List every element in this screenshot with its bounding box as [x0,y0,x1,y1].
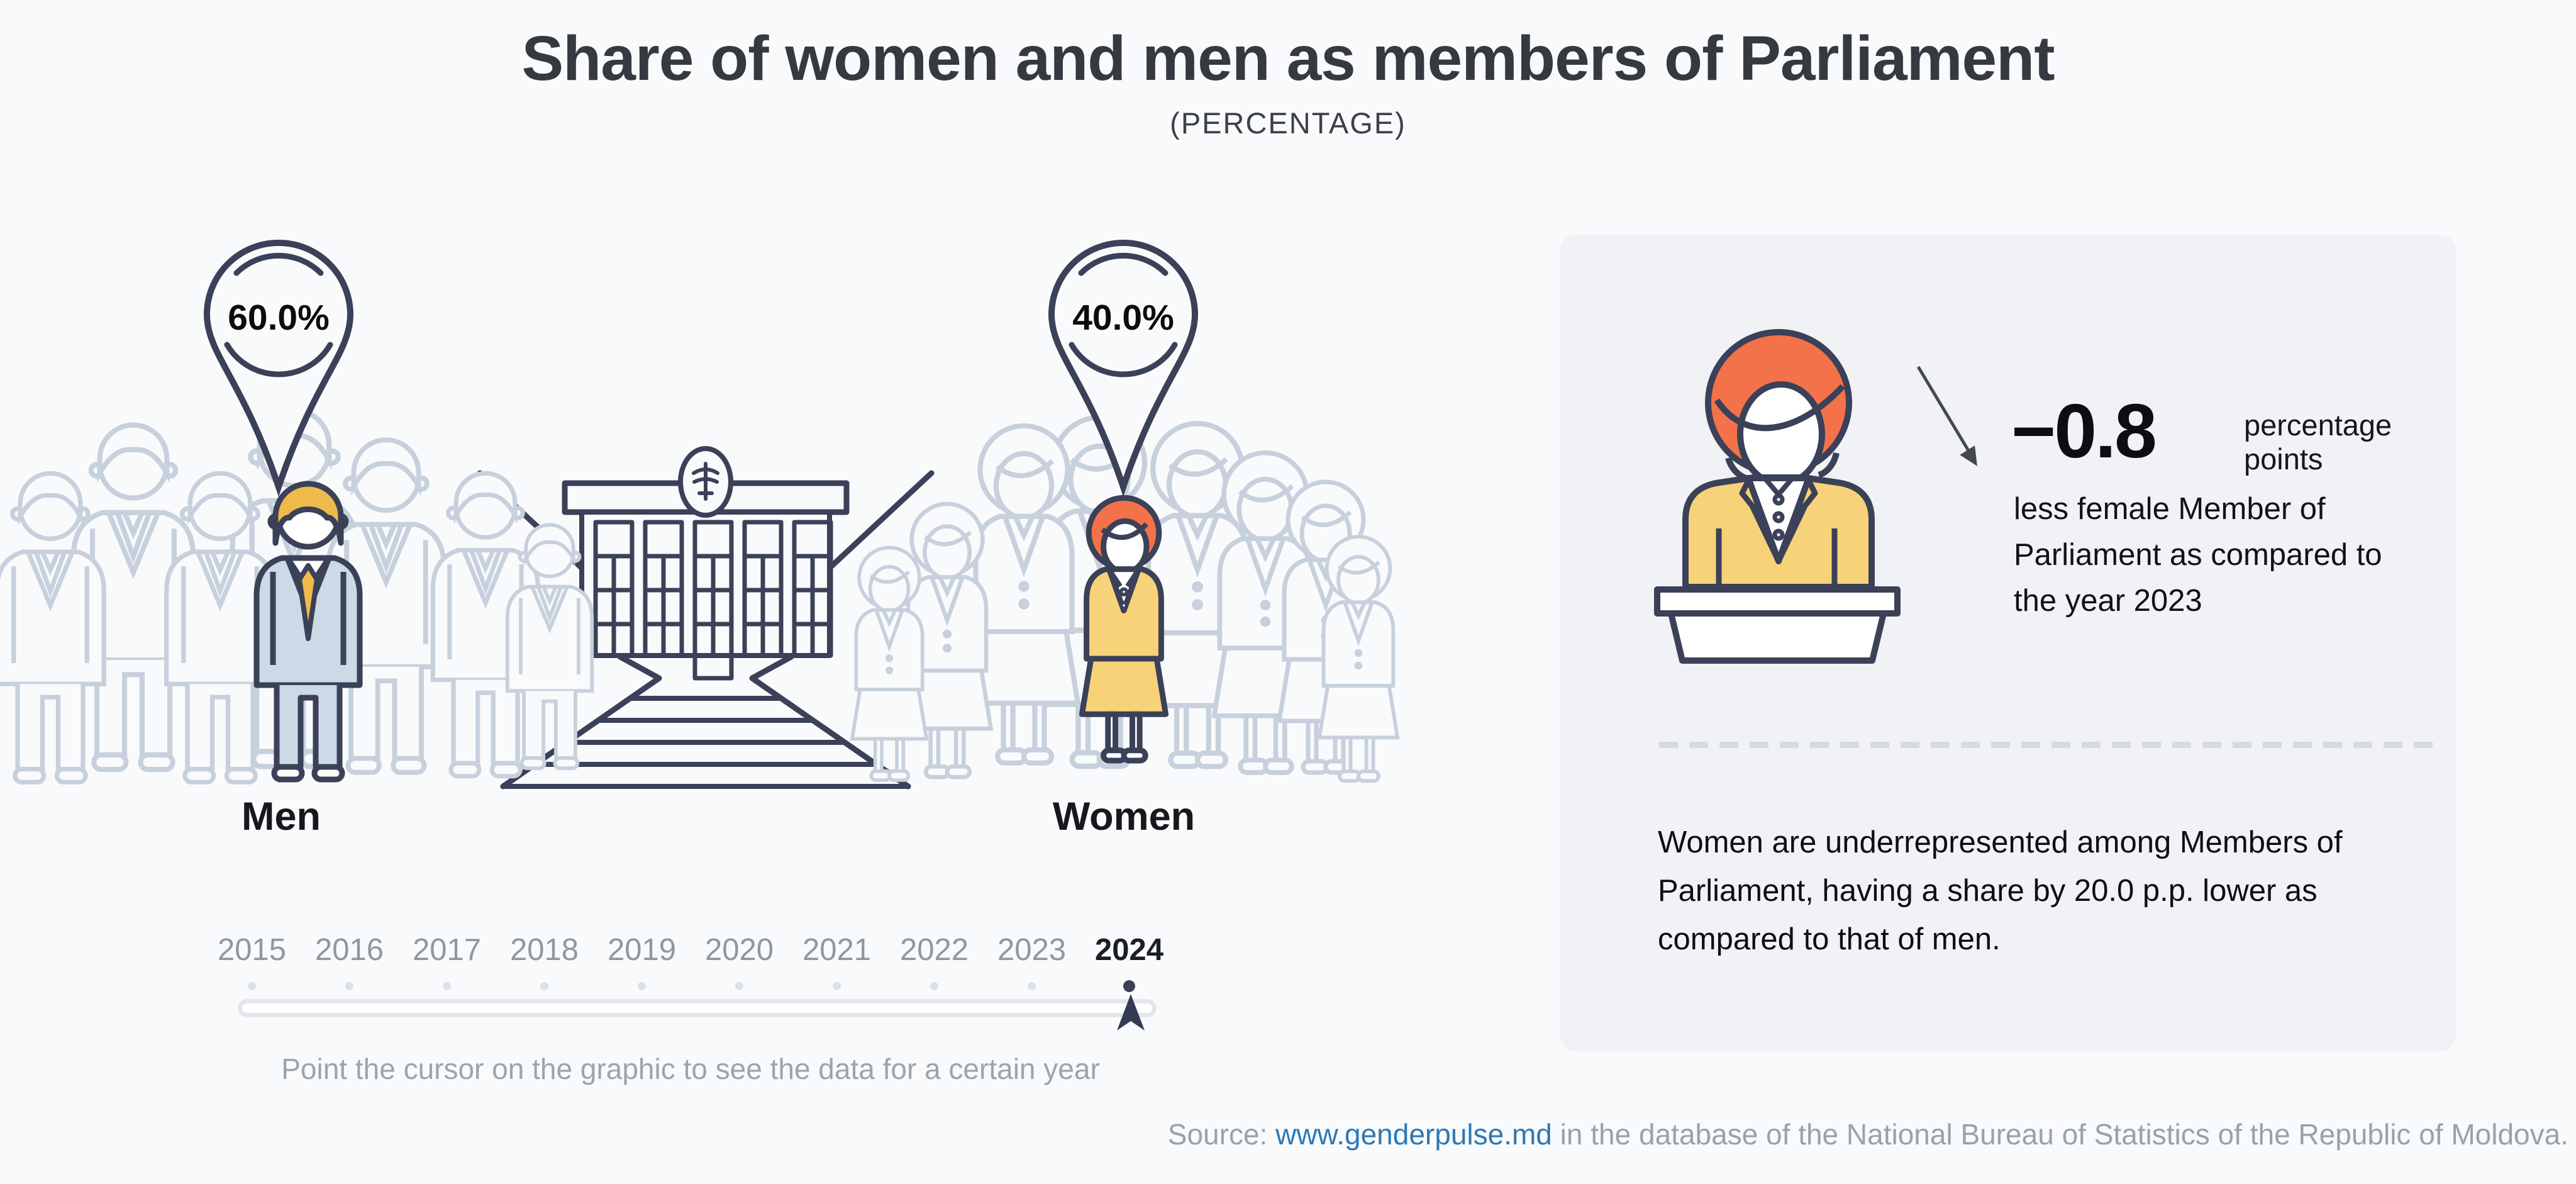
women-crowd-icon[interactable] [852,418,1397,781]
highlighted-woman-icon[interactable] [1079,494,1169,764]
summary-text: Women are underrepresented among Members… [1658,825,2343,956]
year-timeline-slider[interactable]: 2015 2016 2017 2018 2019 2020 2021 2022 … [203,932,1178,1102]
year-2024-selected[interactable]: 2024 [1094,933,1163,967]
men-share-value: 60.0% [228,298,330,338]
year-2020[interactable]: 2020 [704,933,774,967]
dot-2019[interactable] [593,979,691,993]
dot-2018[interactable] [496,979,593,993]
dot-2022[interactable] [886,979,983,993]
dot-2017[interactable] [398,979,496,993]
source-prefix: Source: [1167,1118,1276,1151]
page-subtitle: (PERCENTAGE) [1170,106,1406,140]
dot-2015[interactable] [203,979,301,993]
parliament-building-icon[interactable] [477,446,935,790]
timeline-caption: Point the cursor on the graphic to see t… [281,1053,1100,1085]
parliament-scene-graphic[interactable] [0,377,1446,856]
dot-2024-active[interactable] [1080,979,1178,993]
highlighted-man-icon[interactable] [253,481,363,783]
woman-at-podium-icon [1654,329,1901,664]
year-2018[interactable]: 2018 [509,933,579,967]
timeline-track[interactable] [238,999,1157,1017]
dot-2016[interactable] [301,979,398,993]
source-link[interactable]: www.genderpulse.md [1275,1118,1552,1151]
delta-value: −0.8 [2011,388,2157,474]
insight-card: −0.8 percentage points less female Membe… [1560,235,2456,1051]
year-2021[interactable]: 2021 [802,933,871,967]
timeline-year-labels: 2015 2016 2017 2018 2019 2020 2021 2022 … [203,932,1178,968]
women-share-pin[interactable]: 40.0% [1032,234,1214,498]
source-suffix: in the database of the National Bureau o… [1552,1118,2568,1151]
men-crowd-icon[interactable] [0,410,592,782]
men-group-label: Men [242,795,321,839]
year-cursor-pointer-icon[interactable] [1116,993,1145,1032]
year-2022[interactable]: 2022 [899,933,969,967]
dashed-divider [1659,742,2433,748]
timeline-dots [203,979,1178,993]
year-2019[interactable]: 2019 [607,933,676,967]
page-title: Share of women and men as members of Par… [521,23,2055,94]
delta-unit: percentage points [2244,408,2392,476]
source-line: Source: www.genderpulse.md in the databa… [933,1117,2568,1151]
dot-2023[interactable] [983,979,1080,993]
delta-description: less female Member of Parliament as comp… [2014,492,2382,618]
year-2023[interactable]: 2023 [997,933,1066,967]
dot-2021[interactable] [788,979,886,993]
year-2015[interactable]: 2015 [217,933,286,967]
down-trend-arrow-icon [1916,366,1977,466]
men-share-pin[interactable]: 60.0% [187,234,370,498]
women-share-value: 40.0% [1072,298,1174,338]
dot-2020[interactable] [691,979,788,993]
year-2017[interactable]: 2017 [412,933,481,967]
year-2016[interactable]: 2016 [314,933,384,967]
women-group-label: Women [1052,795,1196,839]
